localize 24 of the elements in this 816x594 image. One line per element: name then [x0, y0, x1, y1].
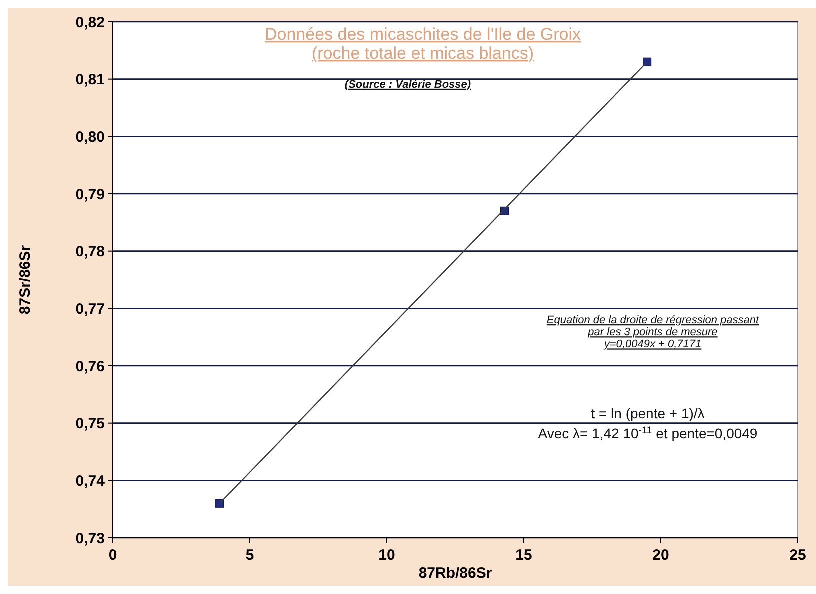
x-tick-label: 5 [246, 547, 254, 564]
point [216, 499, 224, 508]
annotation: Equation de la droite de régression passant par les 3 points de mesure y=0,0049x + 0,7171 [546, 314, 760, 351]
y-axis-title: 87Sr/86Sr [17, 245, 34, 315]
x-tick-label: 0 [108, 547, 118, 564]
y-tick-label: 0,81 [76, 72, 105, 89]
y-tick-label: 0,80 [76, 128, 105, 146]
annotation: (Source : Valérie Bosse) [344, 78, 472, 91]
x-tick-label: 10 [378, 547, 396, 564]
y-tick-label: 0,73 [76, 530, 105, 548]
text: Données des micaschites de l'Ile de Groix (roche totale et micas blancs) [264, 25, 582, 63]
x-axis-title: 87Rb/86Sr [418, 565, 492, 582]
y-tick-label: 0,79 [76, 186, 105, 204]
point [643, 58, 652, 66]
y-tick-label: 0,76 [76, 358, 105, 376]
y-tick-label: 0,74 [76, 472, 106, 490]
y-tick-label: 0,77 [76, 300, 105, 318]
x-tick-label: 20 [652, 547, 670, 564]
x-tick-label: 15 [516, 547, 532, 564]
annotation: t = ln (pente + 1)/λ Avec λ= 1,42 10$^{-11}$ et pente=0,0049 [538, 405, 758, 442]
y-tick-label: 0,78 [76, 244, 105, 261]
x-tick-label: 25 [790, 547, 806, 564]
y-tick-label: 0,75 [76, 416, 105, 433]
y-tick-label: 0,82 [76, 14, 105, 32]
